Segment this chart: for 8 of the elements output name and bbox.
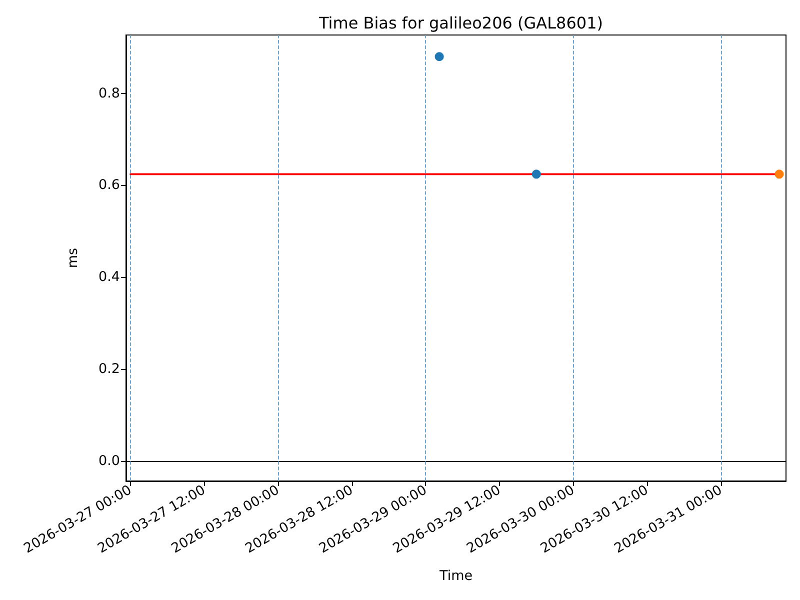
x-axis-title: Time xyxy=(438,568,473,584)
y-tick-label: 0.8 xyxy=(98,85,120,102)
y-tick-label: 0.6 xyxy=(98,177,120,194)
chart-title: Time Bias for galileo206 (GAL8601) xyxy=(318,14,603,32)
y-axis-title: ms xyxy=(65,248,81,268)
y-tick-label: 0.4 xyxy=(98,269,120,286)
y-tick-label: 0.0 xyxy=(98,452,120,469)
y-tick-label: 0.2 xyxy=(98,360,120,377)
